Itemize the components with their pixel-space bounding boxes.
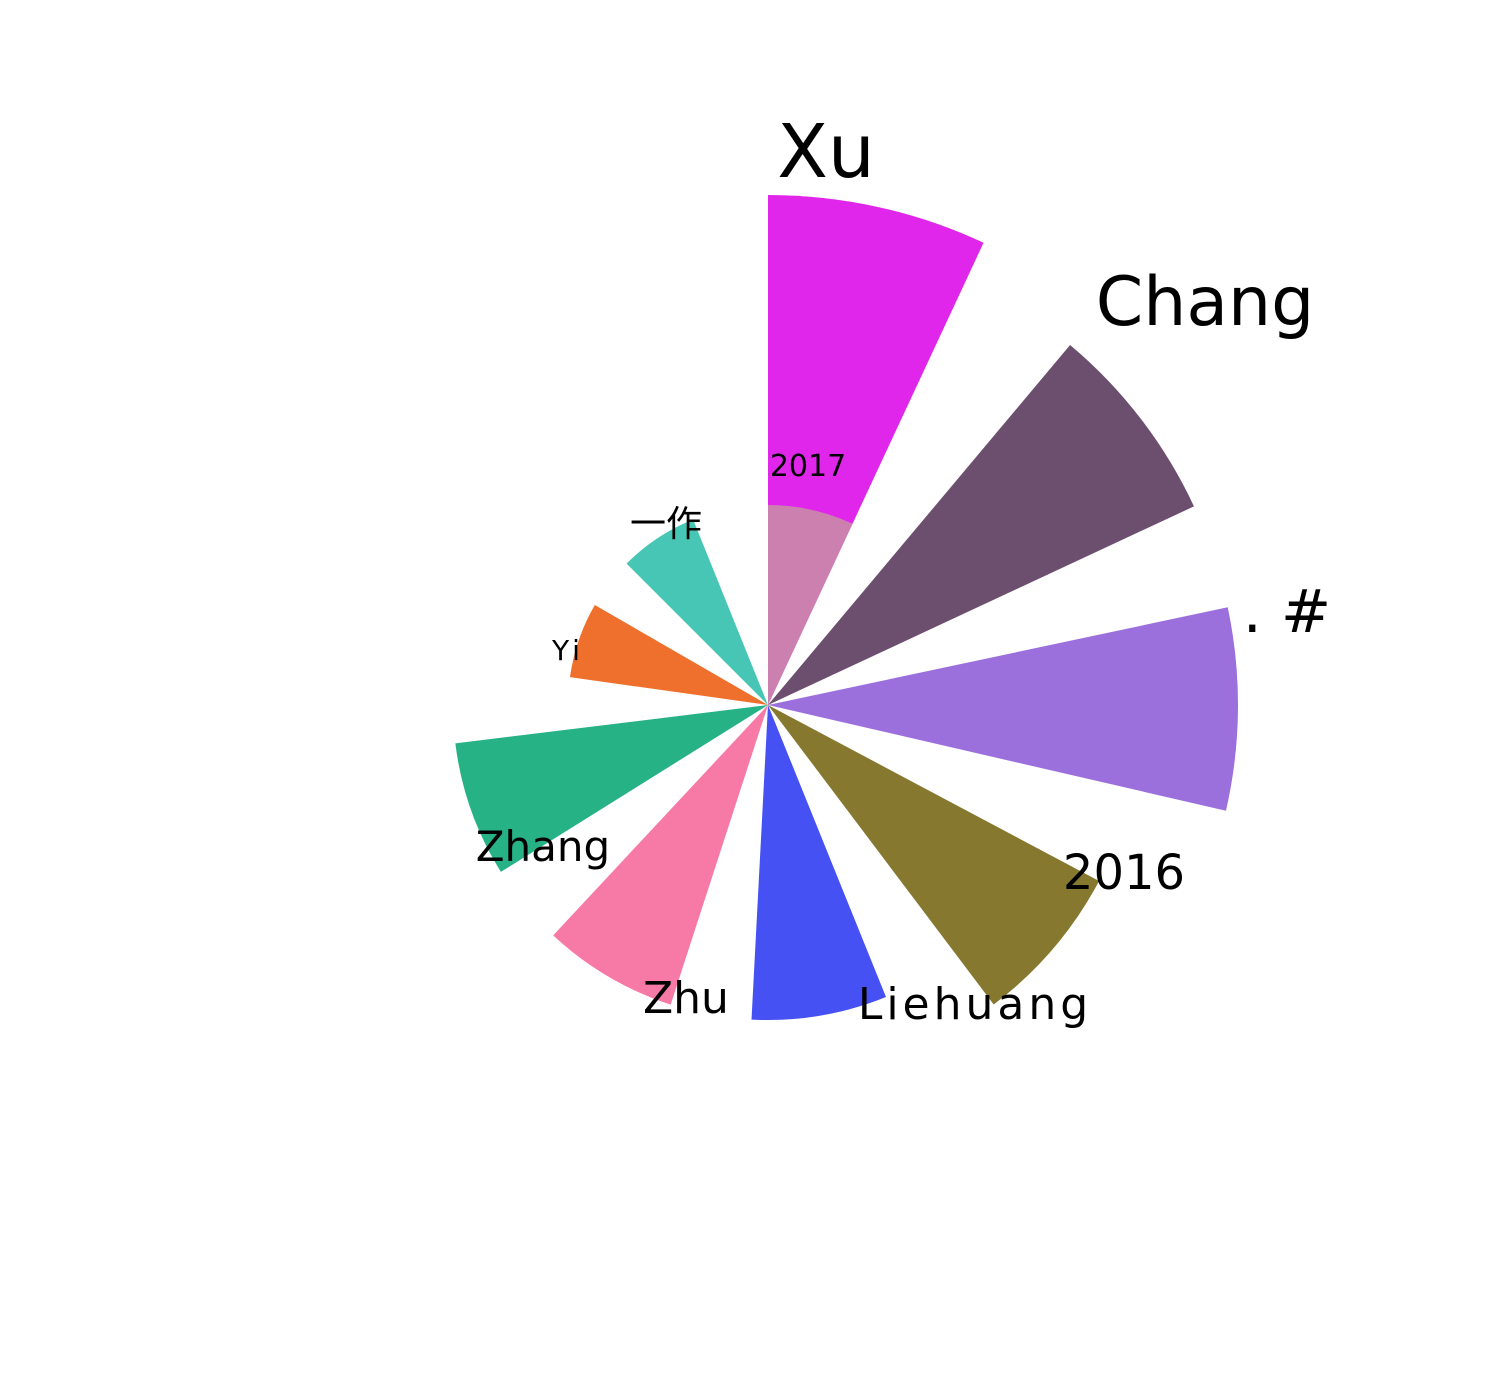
slice-3 [768,344,1194,705]
rose-slices [455,195,1238,1021]
slice-label-7: Zhu [643,973,729,1024]
slice-4 [768,607,1238,811]
slice-label-10: 一作 [630,504,702,545]
slice-label-3: Chang [1096,263,1315,342]
slice-10 [626,519,768,705]
slice-label-8: Zhang [476,822,610,871]
slice-5 [768,705,1100,1005]
slice-9 [569,605,768,705]
rose-labels: 2017 Xu Chang . # 2016 Liehuang Zhu Zhang Yi 一作 [476,109,1331,1030]
slice-label-9: Yi [551,634,584,667]
slice-label-5: 2016 [1063,845,1185,901]
slice-label-4: . # [1243,577,1331,647]
slice-1 [768,505,853,705]
slice-label-2: Xu [777,109,875,195]
slice-6 [751,705,886,1021]
slice-7 [553,705,768,1005]
slice-label-6: Liehuang [858,979,1092,1030]
slice-8 [455,705,768,872]
slice-label-1: 2017 [770,449,846,484]
